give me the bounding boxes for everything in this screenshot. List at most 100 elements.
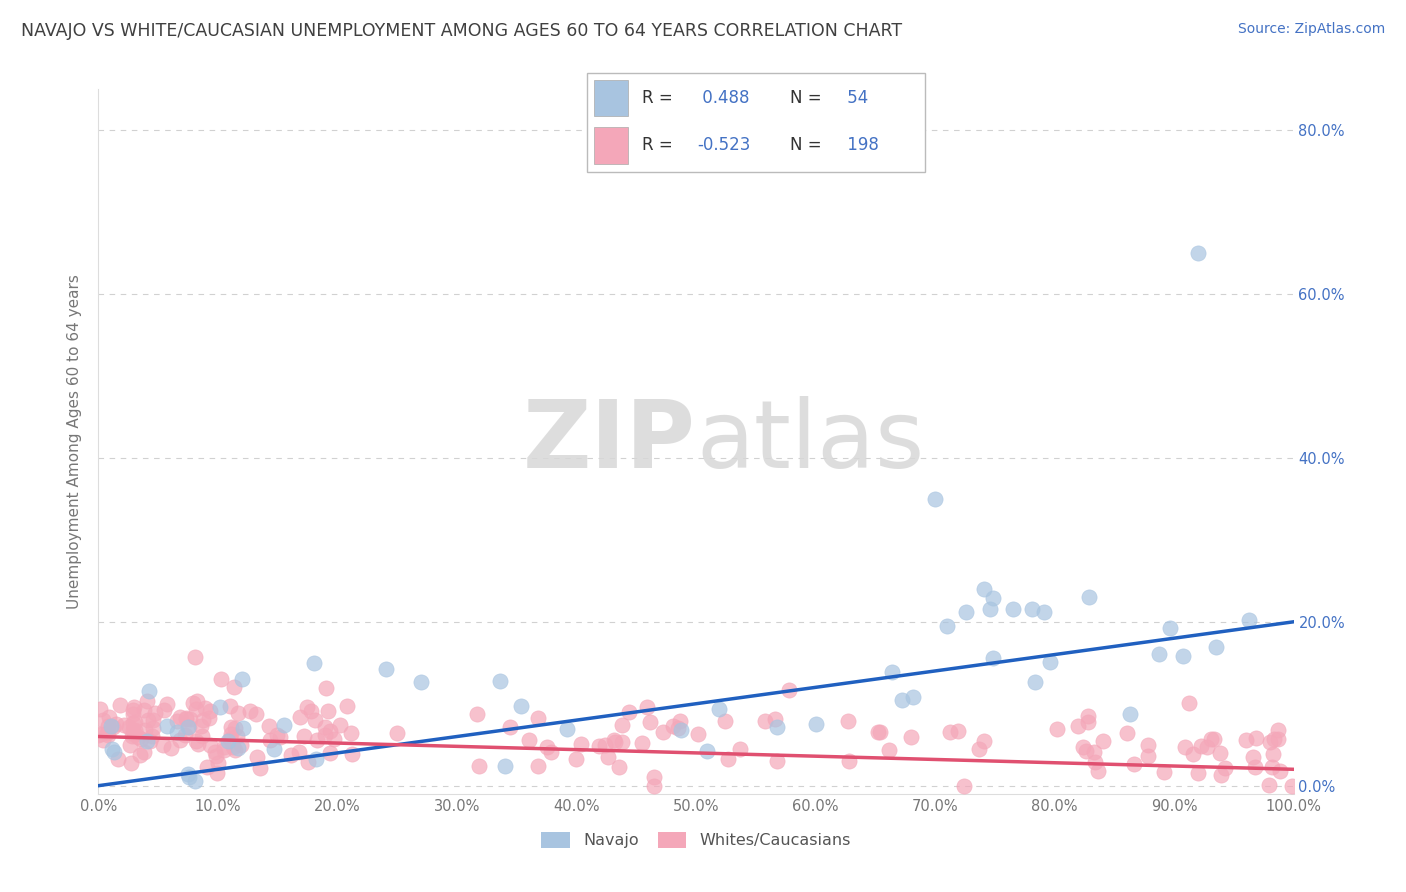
Point <box>121 715 143 730</box>
Point <box>134 723 156 738</box>
Text: N =: N = <box>790 136 827 154</box>
Point <box>87 728 110 742</box>
Point <box>231 672 253 686</box>
Point <box>129 732 152 747</box>
Point <box>900 731 922 745</box>
Point <box>122 727 145 741</box>
Point <box>1189 739 1212 754</box>
Point <box>122 707 145 722</box>
Point <box>1281 779 1303 793</box>
Point <box>619 705 641 719</box>
Point <box>1181 747 1204 761</box>
Text: atlas: atlas <box>696 395 924 488</box>
Point <box>631 736 654 750</box>
Text: R =: R = <box>643 136 678 154</box>
Point <box>1187 765 1209 780</box>
Point <box>1116 726 1139 740</box>
Text: 198: 198 <box>842 136 879 154</box>
Point <box>1024 674 1046 689</box>
Point <box>652 725 675 739</box>
Point <box>1039 656 1062 670</box>
Point <box>134 703 156 717</box>
Y-axis label: Unemployment Among Ages 60 to 64 years: Unemployment Among Ages 60 to 64 years <box>67 274 83 609</box>
Point <box>249 761 271 775</box>
Point <box>302 656 325 670</box>
Point <box>229 738 252 752</box>
Text: N =: N = <box>790 89 827 107</box>
Point <box>669 723 692 737</box>
Point <box>489 673 512 688</box>
Point <box>179 770 201 784</box>
Text: -0.523: -0.523 <box>697 136 751 154</box>
Point <box>1067 719 1090 733</box>
Point <box>152 739 174 753</box>
Point <box>1267 731 1289 746</box>
Point <box>101 720 124 734</box>
Point <box>181 696 204 710</box>
Point <box>226 706 249 721</box>
Text: ZIP: ZIP <box>523 395 696 488</box>
Point <box>97 728 120 742</box>
Point <box>139 734 162 748</box>
Point <box>603 732 626 747</box>
Point <box>385 726 408 740</box>
Point <box>837 714 859 729</box>
Point <box>226 741 249 756</box>
Point <box>1244 759 1267 773</box>
Point <box>174 728 197 742</box>
Point <box>153 703 176 717</box>
Point <box>190 718 212 732</box>
Point <box>305 732 328 747</box>
Point <box>266 728 288 742</box>
Point <box>226 729 249 743</box>
Point <box>207 756 229 770</box>
Point <box>89 702 111 716</box>
Point <box>638 714 661 729</box>
Point <box>838 754 860 768</box>
Point <box>1178 696 1201 710</box>
Point <box>565 752 588 766</box>
Point <box>714 714 737 728</box>
Point <box>219 732 242 747</box>
Point <box>526 711 548 725</box>
Point <box>666 722 689 736</box>
Point <box>517 732 540 747</box>
Point <box>688 727 710 741</box>
Point <box>1159 621 1181 635</box>
Point <box>1270 764 1292 778</box>
Point <box>314 720 336 734</box>
Point <box>607 760 630 774</box>
Point <box>143 706 166 721</box>
Point <box>103 746 125 760</box>
Point <box>257 719 280 733</box>
Point <box>198 710 221 724</box>
Point <box>118 738 141 752</box>
Point <box>1204 731 1226 746</box>
Point <box>124 714 146 729</box>
Point <box>890 692 912 706</box>
Point <box>305 752 328 766</box>
Point <box>804 717 827 731</box>
Point <box>239 704 262 718</box>
Point <box>166 725 188 739</box>
Point <box>494 759 516 773</box>
Point <box>304 713 326 727</box>
Point <box>1077 709 1099 723</box>
Point <box>97 719 120 733</box>
Point <box>1171 648 1194 663</box>
Point <box>246 750 269 764</box>
Point <box>318 746 340 760</box>
Text: NAVAJO VS WHITE/CAUCASIAN UNEMPLOYMENT AMONG AGES 60 TO 64 YEARS CORRELATION CHA: NAVAJO VS WHITE/CAUCASIAN UNEMPLOYMENT A… <box>21 22 903 40</box>
Point <box>765 712 787 726</box>
Point <box>120 756 142 770</box>
Point <box>141 729 163 743</box>
Point <box>662 719 685 733</box>
Point <box>1046 722 1069 736</box>
Point <box>122 700 145 714</box>
Point <box>778 683 800 698</box>
Point <box>204 749 226 764</box>
Point <box>184 734 207 748</box>
Point <box>138 683 160 698</box>
Point <box>224 721 246 735</box>
Point <box>212 742 235 756</box>
